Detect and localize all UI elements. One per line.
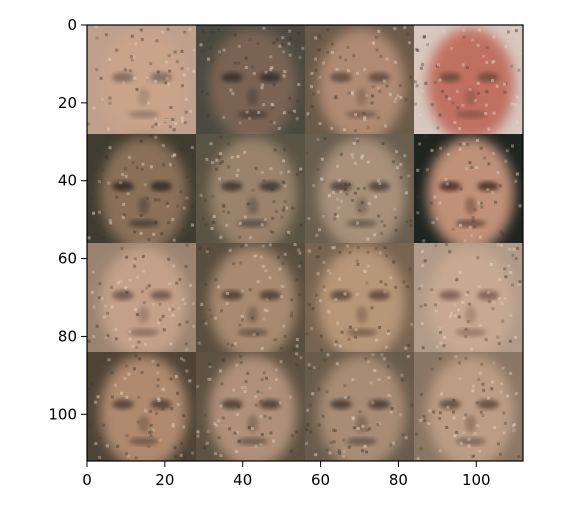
- face-tile: [87, 134, 196, 251]
- x-tick-label: 80: [389, 471, 408, 489]
- face-tile: [196, 243, 305, 360]
- y-tick-label: 80: [58, 327, 77, 345]
- y-tick-label: 20: [58, 94, 77, 112]
- y-tick-label: 100: [48, 405, 77, 423]
- x-tick-label: 40: [233, 471, 252, 489]
- face-tile: [305, 134, 414, 251]
- x-axis: 0 20 40 60 80 100: [82, 461, 491, 489]
- face-tile: [196, 134, 305, 251]
- face-tile: [414, 25, 523, 142]
- face-tile: [196, 352, 305, 461]
- x-tick-label: 60: [311, 471, 330, 489]
- face-tile: [87, 25, 196, 142]
- face-tile: [414, 243, 523, 360]
- face-tile: [305, 25, 414, 142]
- plot-frame: [86, 24, 524, 462]
- face-tile: [305, 352, 414, 461]
- face-tile: [414, 134, 523, 251]
- y-axis: 0 20 40 60 80 100: [48, 16, 87, 423]
- x-tick-label: 100: [462, 471, 491, 489]
- image-grid: [87, 25, 523, 461]
- face-tile: [87, 352, 196, 461]
- face-tile: [414, 352, 523, 461]
- face-tile: [87, 243, 196, 360]
- face-tile: [305, 243, 414, 360]
- y-tick-label: 0: [67, 16, 77, 34]
- x-tick-label: 0: [82, 471, 92, 489]
- y-tick-label: 40: [58, 172, 77, 190]
- y-tick-label: 60: [58, 250, 77, 268]
- face-tile: [196, 25, 305, 142]
- x-tick-label: 20: [155, 471, 174, 489]
